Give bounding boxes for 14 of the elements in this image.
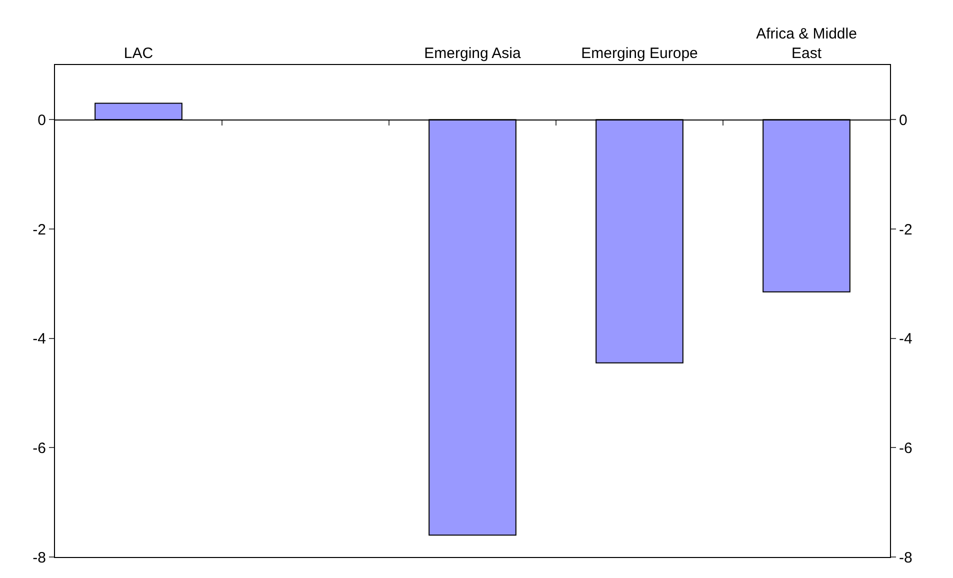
y-tick-label: -8: [32, 549, 46, 566]
x-tick-label: LAC: [124, 45, 154, 62]
y2-tick-label: -6: [899, 440, 912, 457]
y2-tick-label: 0: [899, 112, 908, 129]
x-tick-label: Emerging Europe: [581, 45, 698, 62]
y2-tick-label: -2: [899, 221, 912, 238]
x-tick-label: Emerging Asia: [424, 45, 522, 62]
x-tick-label: Africa & Middle East: [756, 26, 857, 62]
y2-tick-label: -4: [899, 330, 912, 348]
y-tick-label: -4: [32, 330, 46, 348]
y-tick-label: -6: [32, 440, 46, 457]
y-tick-label: -2: [32, 221, 46, 238]
y2-tick-label: -8: [899, 549, 912, 566]
y-tick-label: 0: [38, 112, 46, 129]
